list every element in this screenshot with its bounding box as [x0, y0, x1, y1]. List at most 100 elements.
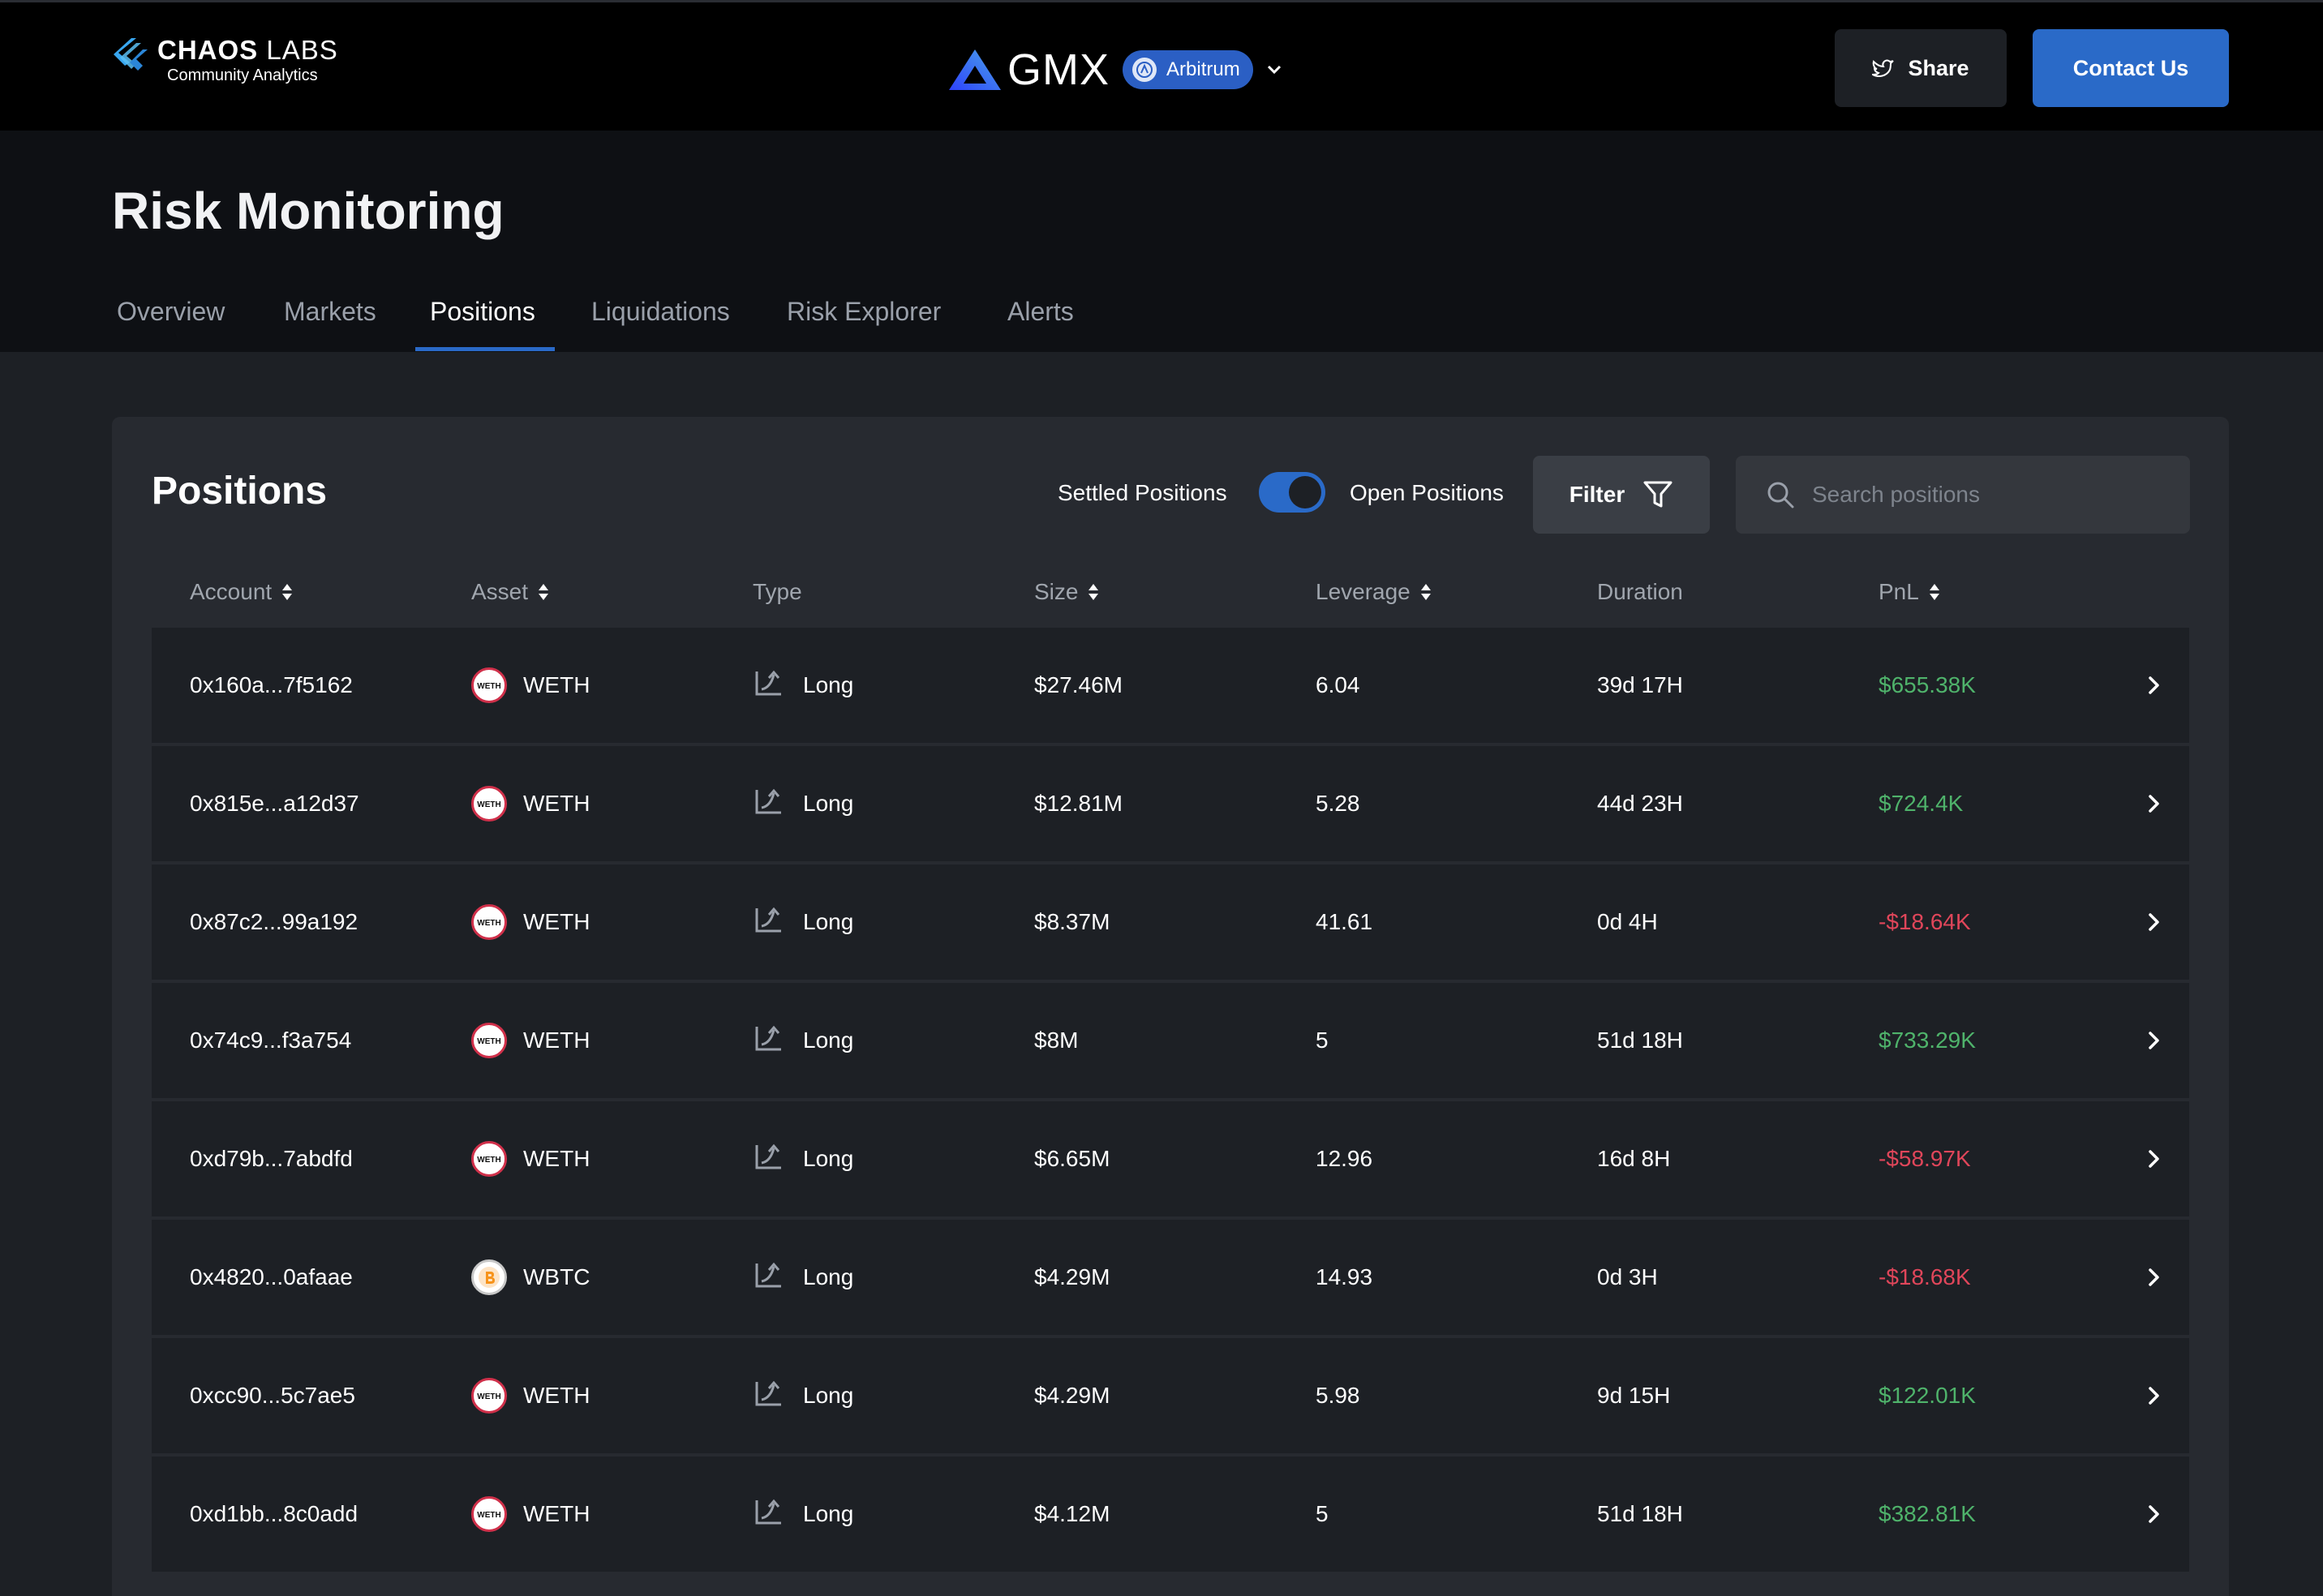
account-cell-text: 0xcc90...5c7ae5 — [190, 1383, 355, 1408]
table-row[interactable]: 0xd1bb...8c0add WETH WETH Long $4.12M 5 51d 18… — [152, 1457, 2189, 1572]
pnl-cell: $724.4K — [1879, 746, 1963, 861]
tab-liquidations[interactable]: Liquidations — [591, 297, 730, 326]
page-title: Risk Monitoring — [112, 182, 505, 240]
asset-cell-text: WETH — [523, 791, 590, 816]
type-cell: Long — [753, 1220, 853, 1335]
table-row[interactable]: 0x87c2...99a192 WETH WETH Long $8.37M 41.61 0d… — [152, 865, 2189, 980]
tab-markets[interactable]: Markets — [284, 297, 376, 326]
chevron-right-icon[interactable] — [2142, 911, 2165, 933]
duration-cell-text: 16d 8H — [1597, 1146, 1671, 1171]
positions-card: Positions Settled Positions Open Positio… — [112, 417, 2229, 1596]
leverage-cell: 12.96 — [1316, 1101, 1372, 1216]
size-cell: $12.81M — [1034, 746, 1123, 861]
column-asset[interactable]: Asset — [471, 579, 549, 605]
wbtc-icon — [471, 1259, 507, 1295]
chaos-labs-logo[interactable]: CHAOS LABS Community Analytics — [112, 35, 338, 85]
tab-positions[interactable]: Positions — [430, 297, 535, 326]
type-cell: Long — [753, 746, 853, 861]
table-row[interactable]: 0x74c9...f3a754 WETH WETH Long $8M 5 51d 18H $7… — [152, 983, 2189, 1098]
type-cell-text: Long — [803, 672, 854, 697]
leverage-cell: 5 — [1316, 983, 1329, 1098]
type-cell: Long — [753, 1338, 853, 1453]
chevron-right-icon[interactable] — [2142, 1029, 2165, 1052]
account-cell-text: 0x815e...a12d37 — [190, 791, 359, 816]
duration-cell-text: 51d 18H — [1597, 1028, 1683, 1053]
svg-text:WETH: WETH — [477, 1392, 500, 1401]
asset-cell: WBTC — [471, 1220, 590, 1335]
asset-cell-text: WETH — [523, 672, 590, 697]
logo-title: CHAOS LABS — [157, 35, 338, 65]
tab-overview[interactable]: Overview — [117, 297, 225, 326]
size-cell-text: $12.81M — [1034, 791, 1123, 816]
size-cell: $4.12M — [1034, 1457, 1110, 1572]
table-row[interactable]: 0x815e...a12d37 WETH WETH Long $12.81M 5.28 44… — [152, 746, 2189, 861]
leverage-cell: 5.98 — [1316, 1338, 1360, 1453]
type-cell-text: Long — [803, 1028, 854, 1053]
size-cell: $27.46M — [1034, 628, 1123, 743]
chain-badge[interactable]: Arbitrum — [1123, 50, 1253, 89]
column-pnl[interactable]: PnL — [1879, 579, 1940, 605]
column-leverage[interactable]: Leverage — [1316, 579, 1432, 605]
chevron-right-icon[interactable] — [2142, 792, 2165, 815]
long-trend-icon — [753, 1259, 785, 1297]
sort-icon — [282, 584, 293, 600]
svg-text:WETH: WETH — [477, 1156, 500, 1165]
asset-cell: WETH WETH — [471, 1338, 590, 1453]
share-button[interactable]: Share — [1835, 29, 2007, 107]
svg-text:WETH: WETH — [477, 1037, 500, 1046]
type-cell: Long — [753, 865, 853, 980]
long-trend-icon — [753, 1377, 785, 1415]
chevron-right-icon[interactable] — [2142, 1148, 2165, 1170]
pnl-cell-text: -$18.68K — [1879, 1264, 1971, 1289]
leverage-cell-text: 5.98 — [1316, 1383, 1360, 1408]
open-positions-label: Open Positions — [1350, 480, 1504, 505]
duration-cell-text: 51d 18H — [1597, 1501, 1683, 1526]
size-cell: $8M — [1034, 983, 1078, 1098]
duration-cell-text: 9d 15H — [1597, 1383, 1671, 1408]
table-row[interactable]: 0xd79b...7abdfd WETH WETH Long $6.65M 12.96 16… — [152, 1101, 2189, 1216]
chevron-down-icon[interactable] — [1265, 60, 1284, 79]
asset-cell-text: WETH — [523, 1146, 590, 1171]
tab-risk-explorer[interactable]: Risk Explorer — [787, 297, 942, 326]
table-row[interactable]: 0x160a...7f5162 WETH WETH Long $27.46M 6.04 39… — [152, 628, 2189, 743]
weth-icon: WETH — [471, 667, 507, 703]
size-cell-text: $4.12M — [1034, 1501, 1110, 1526]
type-cell: Long — [753, 983, 853, 1098]
table-row[interactable]: 0x4820...0afaae WBTC Long $4.29M 14.93 0d 3H -… — [152, 1220, 2189, 1335]
duration-cell-text: 0d 3H — [1597, 1264, 1658, 1289]
account-cell-text: 0xd79b...7abdfd — [190, 1146, 353, 1171]
leverage-cell: 14.93 — [1316, 1220, 1372, 1335]
chevron-right-icon[interactable] — [2142, 1503, 2165, 1525]
duration-cell-text: 39d 17H — [1597, 672, 1683, 697]
pnl-cell-text: $122.01K — [1879, 1383, 1976, 1408]
type-cell-text: Long — [803, 1501, 854, 1526]
account-cell: 0xd1bb...8c0add — [190, 1457, 358, 1572]
sort-icon — [539, 584, 549, 600]
chevron-right-icon[interactable] — [2142, 1266, 2165, 1289]
size-cell: $4.29M — [1034, 1338, 1110, 1453]
table-row[interactable]: 0xcc90...5c7ae5 WETH WETH Long $4.29M 5.98 9d … — [152, 1338, 2189, 1453]
tab-alerts[interactable]: Alerts — [1007, 297, 1074, 326]
weth-icon: WETH — [471, 1496, 507, 1532]
column-account[interactable]: Account — [190, 579, 293, 605]
type-cell: Long — [753, 1101, 853, 1216]
positions-toggle[interactable] — [1259, 472, 1325, 513]
contact-us-button[interactable]: Contact Us — [2033, 29, 2229, 107]
account-cell: 0x87c2...99a192 — [190, 865, 358, 980]
search-input[interactable] — [1812, 482, 2169, 508]
size-cell-text: $4.29M — [1034, 1383, 1110, 1408]
sort-icon — [1929, 584, 1939, 600]
asset-cell: WETH WETH — [471, 746, 590, 861]
protocol-selector[interactable]: GMX Arbitrum — [947, 45, 1284, 95]
chevron-right-icon[interactable] — [2142, 1384, 2165, 1407]
chevron-right-icon[interactable] — [2142, 674, 2165, 697]
pnl-cell: $122.01K — [1879, 1338, 1976, 1453]
filter-button[interactable]: Filter — [1533, 456, 1710, 534]
search-box[interactable] — [1736, 456, 2190, 534]
account-cell: 0x815e...a12d37 — [190, 746, 359, 861]
leverage-cell: 41.61 — [1316, 865, 1372, 980]
filter-icon — [1643, 481, 1672, 508]
column-size[interactable]: Size — [1034, 579, 1099, 605]
leverage-cell-text: 6.04 — [1316, 672, 1360, 697]
pnl-cell: -$18.68K — [1879, 1220, 1971, 1335]
